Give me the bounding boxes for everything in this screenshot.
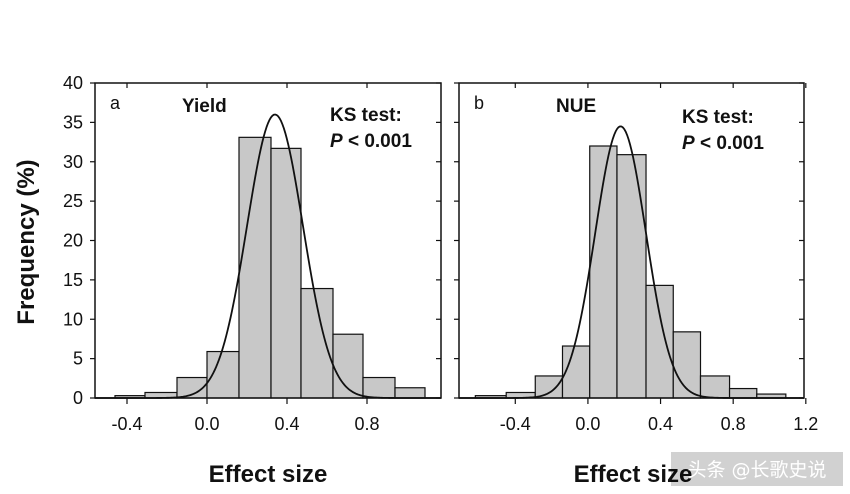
x-tick-label: 0.8 [721, 414, 746, 434]
x-axis-title: Effect size [574, 461, 693, 488]
y-tick-label: 20 [63, 231, 83, 251]
histogram-bar [561, 345, 591, 399]
panel-a: 0 5 10 15 20 25 30 35 40 -0.4 0.0 0.4 0.8 a Yield KS te… [63, 73, 442, 488]
y-tick-label: 30 [63, 152, 83, 172]
panel-title: NUE [556, 96, 596, 117]
x-tick-label: 0.4 [648, 414, 673, 434]
x-tick-label: 0.0 [575, 414, 600, 434]
panel-letter: a [110, 93, 121, 113]
x-tick-label: -0.4 [111, 414, 142, 434]
y-tick-label: 0 [73, 388, 83, 408]
ks-test-label: KS test: [330, 105, 402, 126]
x-tick-label: 0.8 [354, 414, 379, 434]
histogram-bar [394, 387, 426, 399]
histogram-bar [699, 375, 731, 399]
y-tick-label: 25 [63, 191, 83, 211]
watermark-text: 头条 @长歌史说 [687, 459, 826, 481]
y-tick-label: 15 [63, 270, 83, 290]
histogram-bar [728, 387, 758, 399]
histogram-bar [589, 145, 618, 399]
watermark-backdrop [671, 452, 843, 486]
x-tick-label: -0.4 [500, 414, 531, 434]
histogram-bar [645, 284, 674, 399]
x-tick-label: 0.0 [194, 414, 219, 434]
x-axis-title: Effect size [209, 461, 328, 488]
panel-title: Yield [182, 96, 227, 117]
x-tick-label: 0.4 [274, 414, 299, 434]
y-tick-label: 35 [63, 112, 83, 132]
histogram-bar [616, 154, 647, 399]
histogram-bar [270, 147, 302, 399]
histogram-bar [672, 331, 702, 399]
histogram-bar [362, 376, 396, 399]
y-tick-label: 10 [63, 309, 83, 329]
ks-test-label: KS test: [682, 107, 754, 128]
panel-letter: b [474, 93, 484, 113]
panel-b: -0.4 0.0 0.4 0.8 1.2 b NUE KS test: P < 0.001 Eff… [454, 82, 818, 488]
y-tick-label: 40 [63, 73, 83, 93]
p-value-label: P < 0.001 [682, 133, 764, 154]
y-axis-title: Frequency (%) [13, 159, 40, 324]
x-tick-label: 1.2 [793, 414, 818, 434]
y-tick-label: 5 [73, 349, 83, 369]
p-value-label: P < 0.001 [330, 131, 412, 152]
histogram-bar [534, 375, 564, 399]
